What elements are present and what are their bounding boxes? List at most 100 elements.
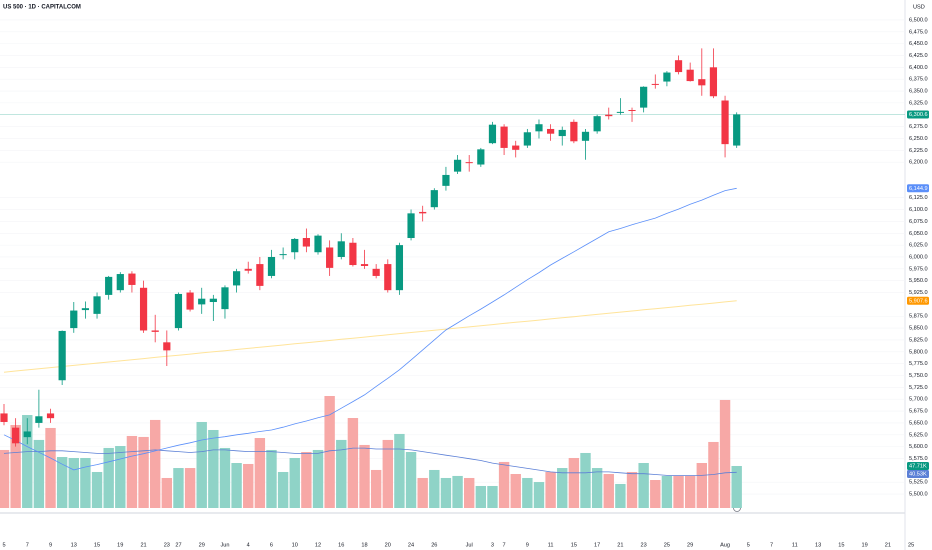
volume-bar (301, 452, 312, 508)
volume-bar (591, 468, 603, 508)
candle-body (314, 235, 322, 253)
volume-bar (545, 471, 556, 508)
candle-body (128, 273, 136, 285)
candle-body (477, 149, 485, 165)
candle-body (139, 287, 148, 331)
candle-body (581, 131, 590, 141)
candle-body (12, 427, 20, 444)
volume-bar (382, 439, 393, 508)
volume-bar (347, 418, 359, 508)
y-tick-label: 6,100.0 (909, 207, 928, 213)
candle-body (395, 245, 404, 291)
candle-body (209, 298, 217, 303)
candle-body (500, 126, 508, 148)
y-tick-label: 5,850.0 (909, 326, 928, 332)
x-tick-label: 4 (247, 542, 250, 548)
volume-bar (626, 471, 638, 508)
x-tick-label: 11 (548, 542, 554, 548)
volume-bar (208, 429, 219, 508)
volume-bar (568, 457, 580, 508)
x-tick-label: 29 (199, 542, 205, 548)
volume-bar (731, 465, 742, 508)
y-tick-label: 6,500.0 (909, 17, 928, 23)
volume-label-bg (907, 462, 929, 470)
volume-bar (80, 457, 91, 508)
candle-body (174, 293, 183, 329)
x-tick-label: Jun (220, 542, 229, 548)
y-tick-label: 6,350.0 (909, 89, 928, 95)
candle-body (81, 308, 90, 311)
y-tick-label: 6,025.0 (909, 243, 928, 249)
volume-bar (173, 468, 184, 508)
candle-body (558, 129, 566, 137)
ma-slow-label-bg (907, 296, 929, 305)
x-tick-label: 18 (361, 542, 367, 548)
volume-bar (615, 483, 626, 508)
x-tick-label: 13 (71, 542, 77, 548)
candle-body (628, 109, 636, 111)
x-tick-label: 24 (408, 542, 414, 548)
candle-body (488, 124, 497, 144)
x-tick-label: 7 (770, 542, 773, 548)
candle-body (291, 238, 299, 253)
volume-bar (440, 477, 452, 508)
candle-body (58, 330, 66, 381)
currency: USD (913, 4, 925, 10)
y-tick-label: 6,050.0 (909, 231, 928, 237)
volume-bar (266, 449, 277, 508)
y-tick-label: 5,725.0 (909, 385, 928, 391)
volume-bar (452, 475, 463, 508)
x-tick-label: 16 (338, 542, 344, 548)
volume-ma-label: 40.53K (909, 471, 927, 477)
candle-body (384, 264, 392, 291)
candle-body (23, 431, 31, 438)
volume-bar (0, 449, 10, 508)
volume-bar (231, 463, 242, 508)
candle-body (360, 264, 369, 266)
candle-body (35, 416, 43, 423)
x-tick-label: 23 (641, 542, 647, 548)
y-tick-label: 6,200.0 (909, 160, 928, 166)
y-tick-label: 6,075.0 (909, 219, 928, 225)
volume-bar (487, 485, 498, 508)
y-tick-label: 5,875.0 (909, 314, 928, 320)
volume-bar (336, 439, 347, 508)
volume-bar (219, 447, 231, 508)
y-tick-label: 5,925.0 (909, 290, 928, 296)
ma-slow-line (3, 300, 737, 373)
volume-bar (405, 452, 417, 508)
candle-body (198, 298, 206, 305)
volume-bar (312, 449, 324, 508)
y-tick-label: 5,750.0 (909, 373, 928, 379)
volume-bar (673, 475, 684, 508)
candle-body (116, 274, 124, 291)
candle-body (674, 60, 683, 73)
x-tick-label: 21 (140, 542, 146, 548)
ma-slow-label: 5,907.6 (909, 298, 928, 304)
y-tick-label: 6,000.0 (909, 254, 928, 260)
candle-body (512, 145, 520, 150)
volume-bar (708, 441, 719, 508)
y-tick-label: 5,800.0 (909, 349, 928, 355)
volume-bar (684, 475, 696, 508)
candle-body (105, 276, 113, 295)
ma-fast-label-bg (907, 184, 929, 193)
volume-bar (184, 468, 196, 508)
volume-ma-line (3, 447, 737, 476)
candle-body (721, 100, 729, 145)
x-tick-label: 7 (503, 542, 506, 548)
y-tick-label: 5,575.0 (909, 456, 928, 462)
volume-bar (522, 477, 533, 508)
volume-bar (277, 471, 289, 508)
volume-bar (243, 463, 254, 508)
x-tick-label: 15 (571, 542, 577, 548)
candle-body (233, 271, 241, 286)
y-tick-label: 6,250.0 (909, 136, 928, 142)
volume-bar (696, 463, 707, 508)
volume-bar (417, 477, 428, 508)
last-price-label: 6,300.6 (909, 112, 928, 118)
x-tick-label: 21 (885, 542, 891, 548)
volume-bar (68, 457, 79, 508)
candle-body (372, 268, 380, 276)
candle-body (686, 69, 694, 82)
